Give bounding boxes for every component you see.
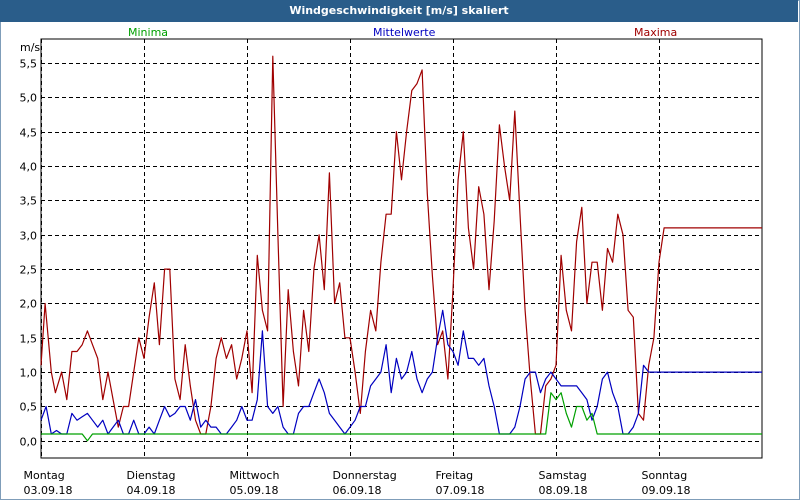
x-tick-date: 08.09.18 [539,484,588,497]
y-tick-label: 1,5 [20,333,38,346]
x-tick-date: 05.09.18 [230,484,279,497]
y-tick-label: 3,0 [20,230,38,243]
x-tick-day: Freitag [436,469,474,482]
series-maxima-line [40,55,762,435]
x-tick-date: 09.09.18 [642,484,691,497]
x-tick-day: Sonntag [642,469,688,482]
y-tick-label: 0,5 [20,401,38,414]
x-tick-day: Montag [24,469,65,482]
legend-maxima: Maxima [634,26,678,39]
series-minima-line [41,392,762,442]
y-tick-label: 5,0 [20,92,38,105]
y-tick-label: 4,5 [20,127,38,140]
y-tick-label: 2,0 [20,298,38,311]
x-tick-date: 06.09.18 [333,484,382,497]
y-tick-label: 4,0 [20,161,38,174]
window-title: Windgeschwindigkeit [m/s] skaliert [0,0,798,22]
y-tick-label: 1,0 [20,367,38,380]
y-tick-label: 3,5 [20,195,38,208]
x-tick-day: Mittwoch [230,469,280,482]
series-mittelwerte-line [40,309,762,435]
x-tick-day: Samstag [539,469,587,482]
legend-mittelwerte: Mittelwerte [373,26,436,39]
plot-area [40,38,763,459]
y-tick-label: 0,0 [20,436,38,449]
x-tick-day: Dienstag [127,469,176,482]
y-axis-unit: m/s [20,41,41,54]
x-tick-date: 03.09.18 [24,484,73,497]
legend-minima: Minima [128,26,169,39]
y-tick-label: 5,5 [20,58,38,71]
y-tick-label: 2,5 [20,264,38,277]
x-tick-day: Donnerstag [333,469,397,482]
x-tick-date: 04.09.18 [127,484,176,497]
x-tick-date: 07.09.18 [436,484,485,497]
